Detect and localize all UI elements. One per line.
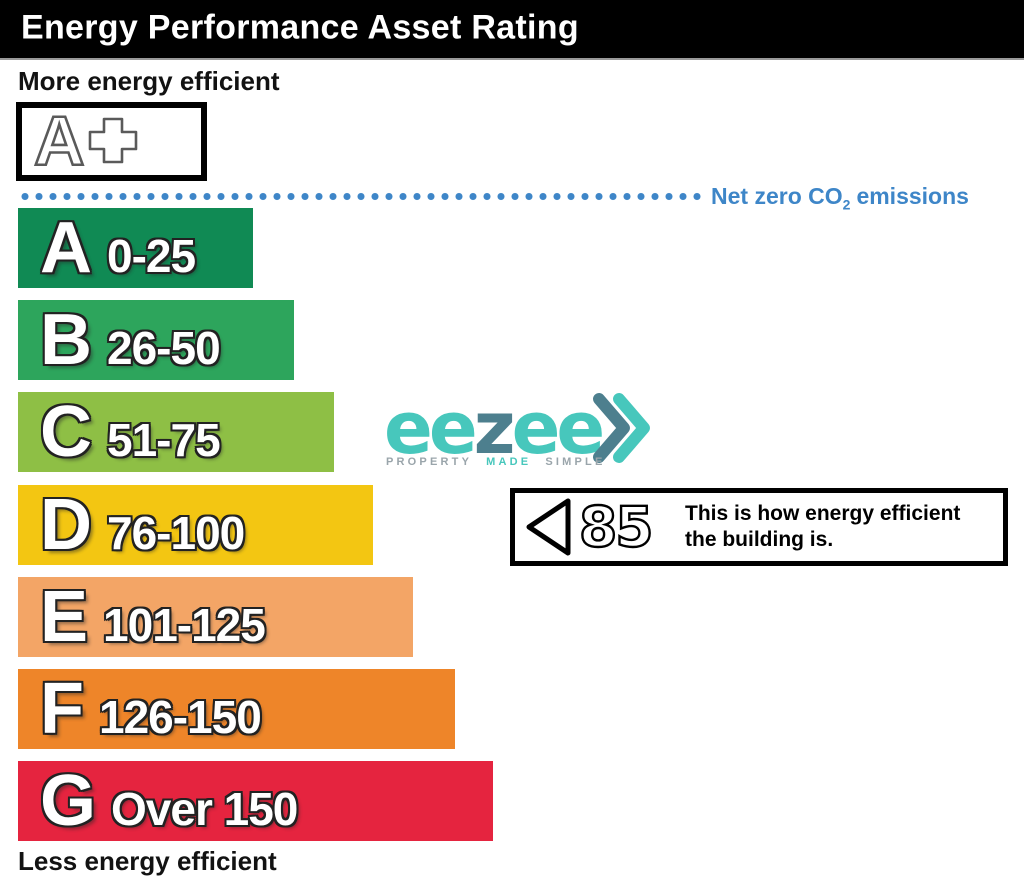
band-g: G Over 150 [18, 761, 493, 841]
logo-letter-group: z [473, 386, 516, 470]
band-range: 51-75 [107, 414, 221, 466]
band-letter: D [40, 485, 92, 565]
a-plus-letter: A [34, 108, 85, 175]
band-f: F 126-150 [18, 669, 455, 749]
rating-description: This is how energy efficient the buildin… [685, 501, 960, 553]
title-bar: Energy Performance Asset Rating [0, 0, 1024, 60]
band-letter: E [40, 577, 89, 657]
net-zero-subscript: 2 [842, 196, 851, 213]
current-rating-box: 85 This is how energy efficient the buil… [510, 488, 1008, 566]
band-a-plus: A [16, 101, 207, 181]
band-range: 0-25 [107, 230, 196, 282]
band-a: A 0-25 [18, 208, 253, 288]
band-range: 126-150 [98, 691, 262, 743]
double-chevron-icon [593, 393, 650, 463]
band-letter: G [40, 761, 97, 841]
rating-pointer: 85 [526, 497, 655, 557]
band-letter: B [40, 300, 92, 380]
band-c: C 51-75 [18, 392, 334, 472]
rating-description-line2: the building is. [685, 528, 834, 551]
band-range: 26-50 [107, 322, 221, 374]
rating-value: 85 [579, 497, 652, 557]
band-letter: A [40, 208, 92, 288]
tagline-word: SIMPLE [545, 456, 606, 468]
a-plus-glyph: A [33, 101, 138, 181]
plus-icon [88, 117, 138, 164]
net-zero-label: Net zero CO2 emissions [711, 183, 969, 213]
net-zero-text: Net zero CO [711, 183, 843, 209]
band-e: E 101-125 [18, 577, 413, 657]
band-letter: F [40, 669, 84, 749]
logo-tagline: PROPERTY MADE SIMPLE [386, 456, 605, 468]
logo-letter-group: ee [384, 386, 478, 470]
logo-letter-group: ee [511, 386, 606, 470]
band-range: 101-125 [103, 599, 266, 651]
band-d: D 76-100 [18, 485, 373, 565]
tagline-word: MADE [486, 456, 532, 468]
eezee-wordmark: eezee [384, 392, 605, 464]
band-letter: C [40, 392, 92, 472]
left-arrow-icon [526, 498, 571, 556]
tagline-word: PROPERTY [386, 456, 473, 468]
page-title: Energy Performance Asset Rating [21, 8, 579, 47]
eezee-logo: eezee PROPERTY MADE SIMPLE [384, 392, 674, 480]
band-b: B 26-50 [18, 300, 294, 380]
more-efficient-label: More energy efficient [18, 66, 280, 96]
band-range: Over 150 [111, 783, 298, 835]
band-range: 76-100 [107, 507, 245, 559]
less-efficient-label: Less energy efficient [18, 846, 277, 876]
rating-description-line1: This is how energy efficient [685, 502, 961, 525]
net-zero-suffix: emissions [856, 183, 969, 209]
net-zero-dotted-line [18, 192, 704, 201]
